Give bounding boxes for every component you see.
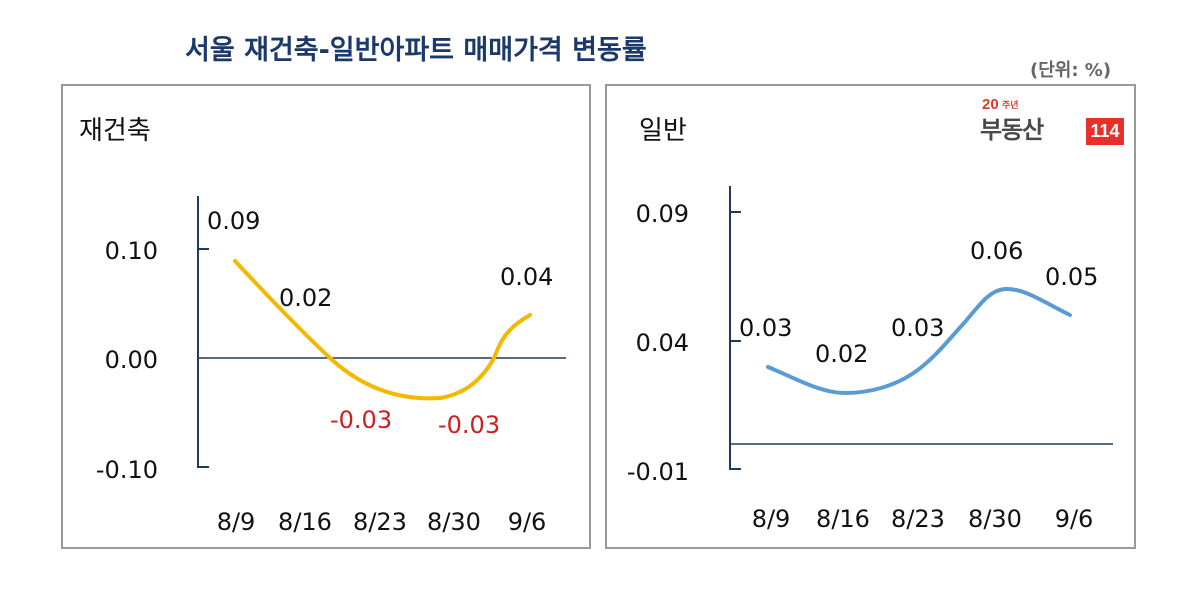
right-value-label: 0.02 bbox=[815, 340, 868, 368]
logo-anniversary-suffix: 주년 bbox=[1002, 101, 1019, 111]
left-value-label: 0.02 bbox=[279, 284, 332, 312]
reconstruction-panel: 재건축 bbox=[61, 84, 591, 549]
logo-brand: 부동산 bbox=[980, 116, 1044, 144]
busan114-logo: 20 주년 부동산 114 bbox=[980, 96, 1125, 148]
right-xtick: 8/9 bbox=[752, 505, 791, 533]
general-panel: 일반 bbox=[605, 84, 1136, 549]
right-ytick: 0.04 bbox=[636, 329, 689, 357]
left-ytick: 0.00 bbox=[105, 346, 158, 374]
unit-label: (단위: %) bbox=[1030, 60, 1112, 81]
left-xtick: 8/9 bbox=[217, 508, 256, 536]
right-ytick: 0.09 bbox=[636, 200, 689, 228]
panel-title-general: 일반 bbox=[639, 116, 687, 146]
left-xtick: 8/16 bbox=[278, 508, 332, 536]
general-line bbox=[766, 286, 1072, 396]
right-xtick: 8/30 bbox=[968, 505, 1022, 533]
left-value-label: 0.04 bbox=[500, 263, 553, 291]
right-y-axis bbox=[729, 186, 741, 470]
left-xtick: 8/23 bbox=[353, 508, 407, 536]
chart-title: 서울 재건축-일반아파트 매매가격 변동률 bbox=[185, 35, 647, 66]
left-ytick: -0.10 bbox=[96, 456, 158, 484]
logo-anniversary: 20 bbox=[982, 96, 999, 113]
left-value-label-negative: -0.03 bbox=[330, 406, 392, 434]
right-value-label: 0.03 bbox=[739, 314, 792, 342]
logo-badge: 114 bbox=[1086, 118, 1124, 145]
right-xtick: 8/23 bbox=[891, 505, 945, 533]
right-ytick: -0.01 bbox=[627, 458, 689, 486]
left-xtick: 9/6 bbox=[508, 508, 547, 536]
left-y-axis bbox=[197, 196, 209, 468]
left-ytick: 0.10 bbox=[105, 237, 158, 265]
panel-title-reconstruction: 재건축 bbox=[79, 116, 151, 146]
left-value-label: 0.09 bbox=[207, 207, 260, 235]
right-value-label: 0.06 bbox=[970, 237, 1023, 265]
right-xtick: 8/16 bbox=[816, 505, 870, 533]
right-value-label: 0.03 bbox=[891, 314, 944, 342]
left-value-label-negative: -0.03 bbox=[438, 411, 500, 439]
right-value-label: 0.05 bbox=[1045, 263, 1098, 291]
right-xtick: 9/6 bbox=[1055, 505, 1094, 533]
left-xtick: 8/30 bbox=[427, 508, 481, 536]
reconstruction-line bbox=[233, 259, 532, 401]
